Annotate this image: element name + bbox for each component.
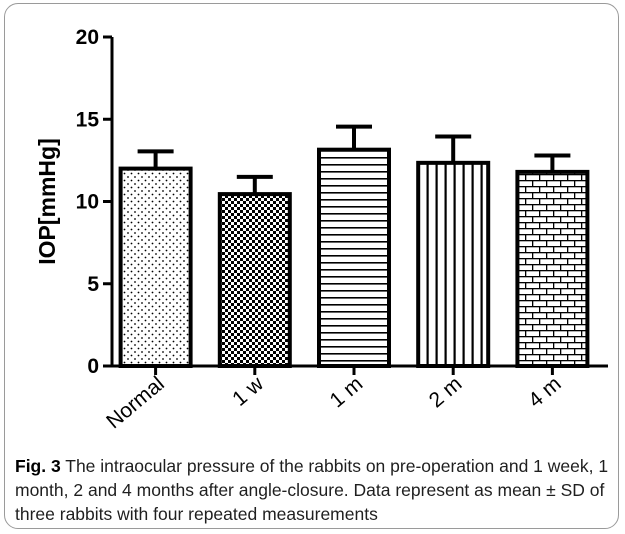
bar: [217, 192, 292, 368]
bar: [317, 147, 391, 368]
y-tick-label: 10: [76, 191, 99, 214]
x-tick-label: 1 m: [326, 372, 368, 412]
bar: [515, 169, 590, 368]
y-tick-label: 5: [87, 273, 99, 296]
caption-text: The intraocular pressure of the rabbits …: [15, 456, 609, 524]
bar: [118, 166, 193, 368]
y-tick-label: 20: [76, 26, 99, 49]
x-tick-label: Normal: [102, 372, 169, 433]
y-axis-label: IOP[mmHg]: [34, 138, 60, 265]
x-tick-label: 1 w: [228, 372, 268, 411]
figure-caption: Fig. 3 The intraocular pressure of the r…: [15, 454, 615, 526]
bar-chart: 0 5 10 15 20 IOP[mmHg] Normal 1 w 1 m 2 m 4 m: [34, 26, 608, 433]
caption-label: Fig. 3: [15, 456, 61, 476]
y-tick-label: 15: [76, 108, 100, 131]
bar: [416, 160, 491, 368]
x-tick-label: 4 m: [524, 372, 566, 412]
y-tick-label: 0: [87, 355, 99, 378]
x-tick-label: 2 m: [425, 372, 467, 412]
